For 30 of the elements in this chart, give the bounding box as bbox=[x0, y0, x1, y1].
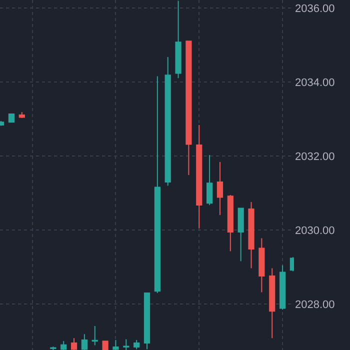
candlestick bbox=[186, 40, 192, 176]
candlestick bbox=[123, 338, 130, 350]
candlestick bbox=[18, 112, 25, 119]
candlestick bbox=[196, 124, 202, 229]
candlestick bbox=[70, 338, 78, 350]
candlestick bbox=[154, 76, 160, 294]
y-tick-label: 2032.00 bbox=[295, 150, 335, 163]
candlestick bbox=[238, 208, 244, 262]
candlestick bbox=[81, 334, 88, 350]
candlestick bbox=[227, 194, 234, 252]
candlestick bbox=[248, 202, 254, 269]
candlestick bbox=[134, 340, 140, 350]
candlestick bbox=[216, 162, 224, 216]
y-tick-label: 2034.00 bbox=[295, 76, 335, 89]
candlestick bbox=[269, 268, 276, 339]
candlestick bbox=[112, 340, 119, 350]
candlestick bbox=[60, 340, 67, 350]
y-tick-label: 2028.00 bbox=[295, 298, 335, 311]
y-tick-label: 2030.00 bbox=[295, 224, 335, 237]
candlestick bbox=[144, 292, 150, 350]
candlestick bbox=[8, 113, 15, 123]
candlestick bbox=[175, 0, 182, 79]
candlestick bbox=[164, 56, 171, 186]
candlestick bbox=[206, 154, 213, 206]
candlestick bbox=[50, 346, 56, 350]
candlestick bbox=[279, 264, 286, 310]
candlestick bbox=[102, 340, 108, 350]
candlestick bbox=[92, 325, 98, 346]
y-tick-label: 2036.00 bbox=[295, 2, 335, 15]
candlestick bbox=[258, 238, 265, 293]
